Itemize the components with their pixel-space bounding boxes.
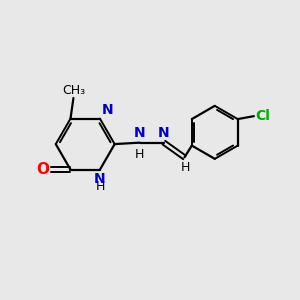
- Text: CH₃: CH₃: [62, 83, 85, 97]
- Text: N: N: [158, 126, 170, 140]
- Text: H: H: [181, 161, 190, 174]
- Text: Cl: Cl: [255, 109, 270, 123]
- Text: N: N: [101, 103, 113, 117]
- Text: H: H: [95, 180, 105, 193]
- Text: N: N: [134, 126, 146, 140]
- Text: H: H: [135, 148, 144, 161]
- Text: O: O: [36, 162, 49, 177]
- Text: N: N: [94, 172, 106, 186]
